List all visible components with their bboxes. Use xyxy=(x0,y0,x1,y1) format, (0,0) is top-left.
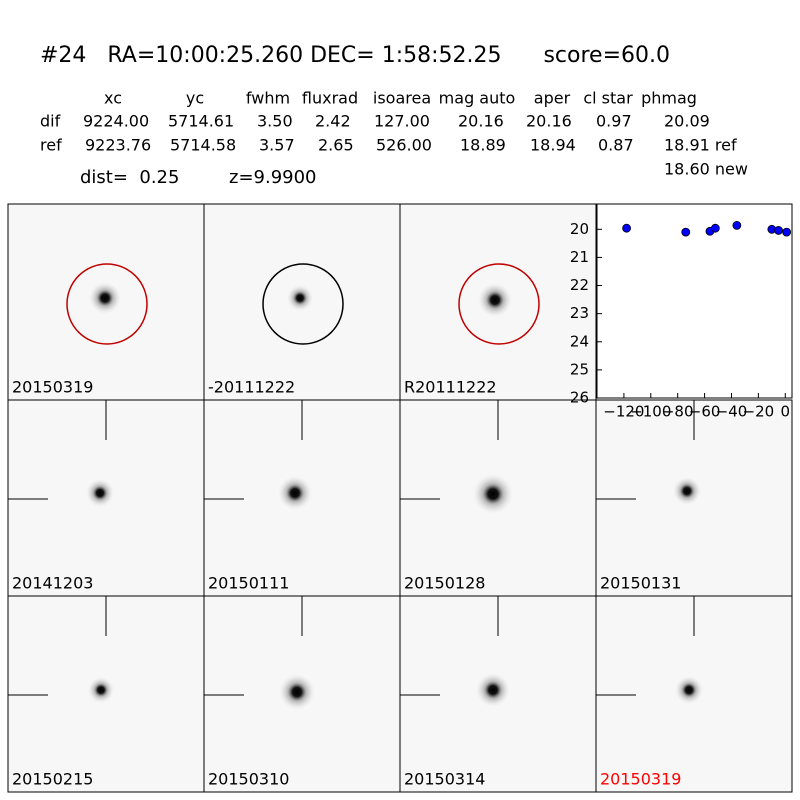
aperture xyxy=(458,263,540,345)
table-cell: 2.65 xyxy=(318,136,354,155)
dist: dist= 0.25 xyxy=(80,167,179,188)
source xyxy=(476,673,510,707)
x-tick-label: −20 xyxy=(743,403,775,421)
source xyxy=(287,285,313,311)
column-header: mag auto xyxy=(439,89,516,108)
table-cell: 0.97 xyxy=(596,112,632,131)
stamp-label: 20141203 xyxy=(12,574,93,593)
table-cell: 20.16 xyxy=(526,112,572,131)
y-tick-label: 25 xyxy=(570,360,589,378)
table-cell: ref xyxy=(40,136,62,155)
y-tick-label: 22 xyxy=(570,276,589,294)
table-cell: 3.57 xyxy=(259,136,295,155)
table-cell: 2.42 xyxy=(315,112,351,131)
table-cell: 5714.61 xyxy=(168,112,234,131)
column-header: fwhm xyxy=(246,89,290,108)
stamp-label: 20150131 xyxy=(600,574,681,593)
stamp-label: -20111222 xyxy=(208,378,295,397)
header-title: #24 RA=10:00:25.260 DEC= 1:58:52.25 scor… xyxy=(40,43,670,68)
column-header: xc xyxy=(104,89,122,108)
x-tick-label: −80 xyxy=(662,403,694,421)
table-cell: 9224.00 xyxy=(83,112,149,131)
source xyxy=(88,677,114,703)
table-cell: 3.50 xyxy=(257,112,293,131)
stamp-label: 20150111 xyxy=(208,574,289,593)
y-tick-label: 23 xyxy=(570,304,589,322)
table-extra: 18.60 new xyxy=(664,160,748,179)
y-tick-label: 24 xyxy=(570,332,589,350)
stamp-label: 20150310 xyxy=(208,770,289,789)
point xyxy=(681,227,691,237)
column-header: isoarea xyxy=(373,89,431,108)
source xyxy=(673,477,701,505)
x-tick-label: −100 xyxy=(630,403,671,421)
stamp-label: R20111222 xyxy=(404,378,497,397)
point xyxy=(622,223,631,233)
table-cell: 18.91 ref xyxy=(664,136,737,155)
column-header: aper xyxy=(534,89,571,108)
x-tick-label: 0 xyxy=(781,403,791,421)
source xyxy=(86,479,114,507)
stamp-label: 20150215 xyxy=(12,770,93,789)
stamp-label: 20150319 xyxy=(12,378,93,397)
column-header: fluxrad xyxy=(302,89,358,108)
table-cell: 526.00 xyxy=(376,136,432,155)
y-tick-label: 26 xyxy=(570,389,589,407)
table-cell: 127.00 xyxy=(374,112,430,131)
table-cell: 5714.58 xyxy=(170,136,236,155)
point xyxy=(710,223,720,233)
plot-frame xyxy=(596,203,793,399)
aperture xyxy=(262,263,344,345)
point xyxy=(732,220,742,230)
x-tick-label: −120 xyxy=(603,403,644,421)
y-tick-label: 21 xyxy=(570,248,589,266)
column-header: phmag xyxy=(641,89,697,108)
source xyxy=(89,282,121,314)
stamp-label: 20150319 xyxy=(600,770,681,789)
column-header: yc xyxy=(186,89,204,108)
source xyxy=(279,674,315,710)
source xyxy=(478,283,512,317)
y-tick-label: 20 xyxy=(570,220,589,238)
table-cell: 18.89 xyxy=(460,136,506,155)
source xyxy=(473,474,513,514)
x-tick-label: −60 xyxy=(689,403,721,421)
aperture xyxy=(66,263,148,345)
table-cell: 9223.76 xyxy=(85,136,151,155)
table-cell: 20.09 xyxy=(664,112,710,131)
column-header: cl star xyxy=(583,89,633,108)
source xyxy=(278,476,312,510)
stamp-label: 20150128 xyxy=(404,574,485,593)
x-tick-label: −40 xyxy=(716,403,748,421)
z-score: z=9.9900 xyxy=(229,167,317,188)
table-cell: 18.94 xyxy=(530,136,576,155)
table-cell: 20.16 xyxy=(458,112,504,131)
stamp-label: 20150314 xyxy=(404,770,485,789)
table-cell: 0.87 xyxy=(598,136,634,155)
table-cell: dif xyxy=(40,112,61,131)
point xyxy=(782,227,792,237)
source xyxy=(675,676,703,704)
point xyxy=(774,226,783,235)
